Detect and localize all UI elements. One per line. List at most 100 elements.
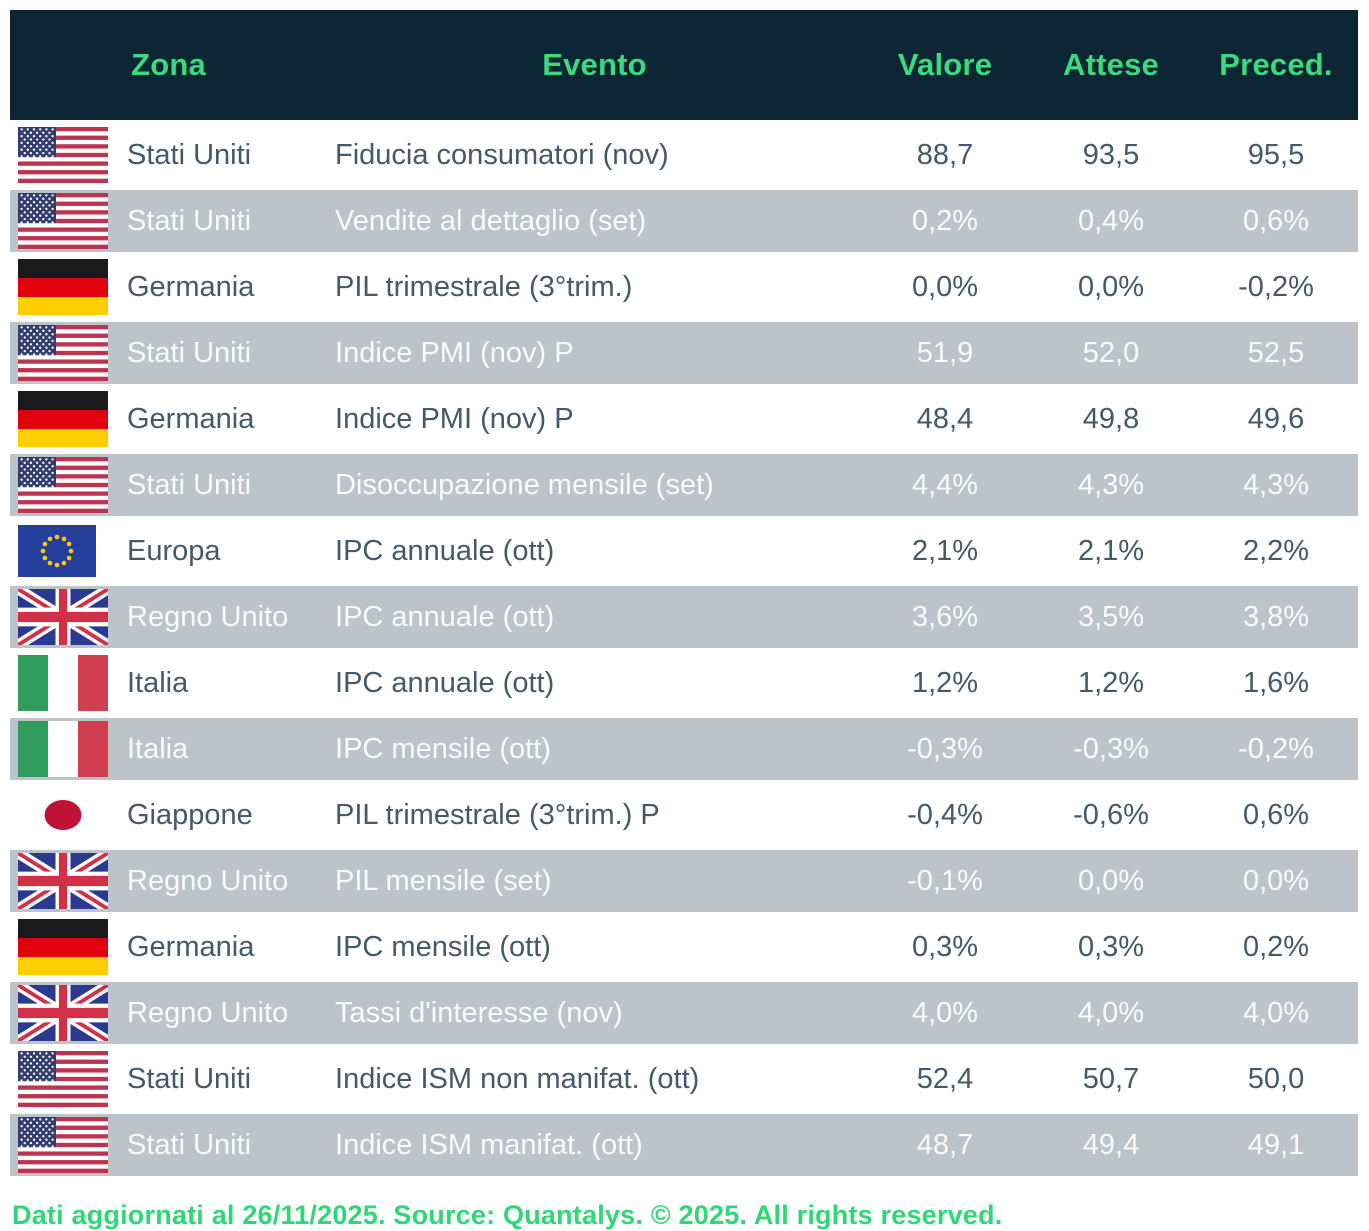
column-header-zona: Zona	[10, 10, 328, 120]
flag-us-icon	[18, 457, 114, 513]
zone-label: Regno Unito	[115, 982, 328, 1044]
column-header-attese: Attese	[1028, 10, 1195, 120]
valore-value: 4,0%	[862, 982, 1029, 1044]
valore-value: 48,4	[862, 388, 1029, 450]
zone-label: Europa	[115, 520, 328, 582]
zone-label: Stati Uniti	[115, 322, 328, 384]
preced-value: -0,2%	[1194, 718, 1359, 780]
zone-label: Giappone	[115, 784, 328, 846]
event-label: Indice PMI (nov) P	[327, 388, 863, 450]
zone-flag-cell	[10, 916, 115, 978]
attese-value: 49,4	[1028, 1114, 1195, 1176]
event-label: Tassi d'interesse (nov)	[327, 982, 863, 1044]
attese-value: 0,4%	[1028, 190, 1195, 252]
flag-us-icon	[18, 325, 114, 381]
zone-label: Stati Uniti	[115, 124, 328, 186]
event-label: PIL trimestrale (3°trim.) P	[327, 784, 863, 846]
flag-uk-icon	[18, 853, 114, 909]
table-row: Giappone PIL trimestrale (3°trim.) P -0,4%…	[10, 784, 1359, 846]
flag-de-icon	[18, 919, 114, 975]
valore-value: 0,2%	[862, 190, 1029, 252]
preced-value: 3,8%	[1194, 586, 1359, 648]
attese-value: -0,6%	[1028, 784, 1195, 846]
preced-value: 0,2%	[1194, 916, 1359, 978]
attese-value: 52,0	[1028, 322, 1195, 384]
preced-value: 50,0	[1194, 1048, 1359, 1110]
flag-us-icon	[18, 1051, 114, 1107]
zone-label: Germania	[115, 388, 328, 450]
zone-flag-cell	[10, 256, 115, 318]
preced-value: 49,6	[1194, 388, 1359, 450]
zone-label: Germania	[115, 916, 328, 978]
zone-label: Italia	[115, 652, 328, 714]
column-header-valore: Valore	[862, 10, 1029, 120]
column-header-evento: Evento	[327, 10, 863, 120]
preced-value: 95,5	[1194, 124, 1359, 186]
valore-value: 0,3%	[862, 916, 1029, 978]
preced-value: 52,5	[1194, 322, 1359, 384]
valore-value: 88,7	[862, 124, 1029, 186]
flag-it-icon	[18, 721, 114, 777]
table-row: Stati Uniti Indice ISM manifat. (ott) 48,7…	[10, 1114, 1359, 1176]
valore-value: -0,4%	[862, 784, 1029, 846]
economic-calendar-table: Zona Evento Valore Attese Preced. Stati …	[10, 6, 1359, 1180]
attese-value: 1,2%	[1028, 652, 1195, 714]
event-label: PIL trimestrale (3°trim.)	[327, 256, 863, 318]
table-row: Regno Unito Tassi d'interesse (nov) 4,0% 4,…	[10, 982, 1359, 1044]
preced-value: -0,2%	[1194, 256, 1359, 318]
flag-us-icon	[18, 127, 114, 183]
table-row: Italia IPC mensile (ott) -0,3% -0,3% -0,2%	[10, 718, 1359, 780]
event-label: IPC annuale (ott)	[327, 652, 863, 714]
event-label: IPC mensile (ott)	[327, 916, 863, 978]
table-row: Stati Uniti Vendite al dettaglio (set) 0,2…	[10, 190, 1359, 252]
column-header-preced: Preced.	[1194, 10, 1359, 120]
zone-flag-cell	[10, 388, 115, 450]
zone-flag-cell	[10, 1114, 115, 1176]
valore-value: -0,1%	[862, 850, 1029, 912]
zone-flag-cell	[10, 652, 115, 714]
zone-label: Italia	[115, 718, 328, 780]
table-row: Stati Uniti Fiducia consumatori (nov) 88,7…	[10, 124, 1359, 186]
zone-flag-cell	[10, 784, 115, 846]
preced-value: 49,1	[1194, 1114, 1359, 1176]
event-label: Indice PMI (nov) P	[327, 322, 863, 384]
zone-flag-cell	[10, 454, 115, 516]
event-label: Fiducia consumatori (nov)	[327, 124, 863, 186]
valore-value: 0,0%	[862, 256, 1029, 318]
table-row: Stati Uniti Disoccupazione mensile (set) 4…	[10, 454, 1359, 516]
flag-jp-icon	[18, 787, 114, 843]
valore-value: 48,7	[862, 1114, 1029, 1176]
valore-value: 51,9	[862, 322, 1029, 384]
event-label: IPC mensile (ott)	[327, 718, 863, 780]
preced-value: 4,0%	[1194, 982, 1359, 1044]
zone-flag-cell	[10, 586, 115, 648]
zone-flag-cell	[10, 1048, 115, 1110]
event-label: Indice ISM non manifat. (ott)	[327, 1048, 863, 1110]
attese-value: 4,3%	[1028, 454, 1195, 516]
valore-value: 3,6%	[862, 586, 1029, 648]
event-label: Indice ISM manifat. (ott)	[327, 1114, 863, 1176]
attese-value: 93,5	[1028, 124, 1195, 186]
table-row: Germania Indice PMI (nov) P 48,4 49,8 49,6	[10, 388, 1359, 450]
flag-eu-icon	[18, 525, 114, 577]
flag-de-icon	[18, 259, 114, 315]
zone-label: Regno Unito	[115, 586, 328, 648]
flag-de-icon	[18, 391, 114, 447]
event-label: IPC annuale (ott)	[327, 520, 863, 582]
attese-value: 49,8	[1028, 388, 1195, 450]
table-row: Regno Unito PIL mensile (set) -0,1% 0,0% 0,0…	[10, 850, 1359, 912]
preced-value: 4,3%	[1194, 454, 1359, 516]
attese-value: 2,1%	[1028, 520, 1195, 582]
valore-value: 4,4%	[862, 454, 1029, 516]
zone-label: Stati Uniti	[115, 454, 328, 516]
attese-value: 0,3%	[1028, 916, 1195, 978]
table-body: Stati Uniti Fiducia consumatori (nov) 88,7…	[10, 124, 1359, 1176]
preced-value: 2,2%	[1194, 520, 1359, 582]
zone-flag-cell	[10, 718, 115, 780]
valore-value: 1,2%	[862, 652, 1029, 714]
attese-value: 4,0%	[1028, 982, 1195, 1044]
flag-uk-icon	[18, 589, 114, 645]
zone-flag-cell	[10, 520, 115, 582]
zone-label: Stati Uniti	[115, 190, 328, 252]
